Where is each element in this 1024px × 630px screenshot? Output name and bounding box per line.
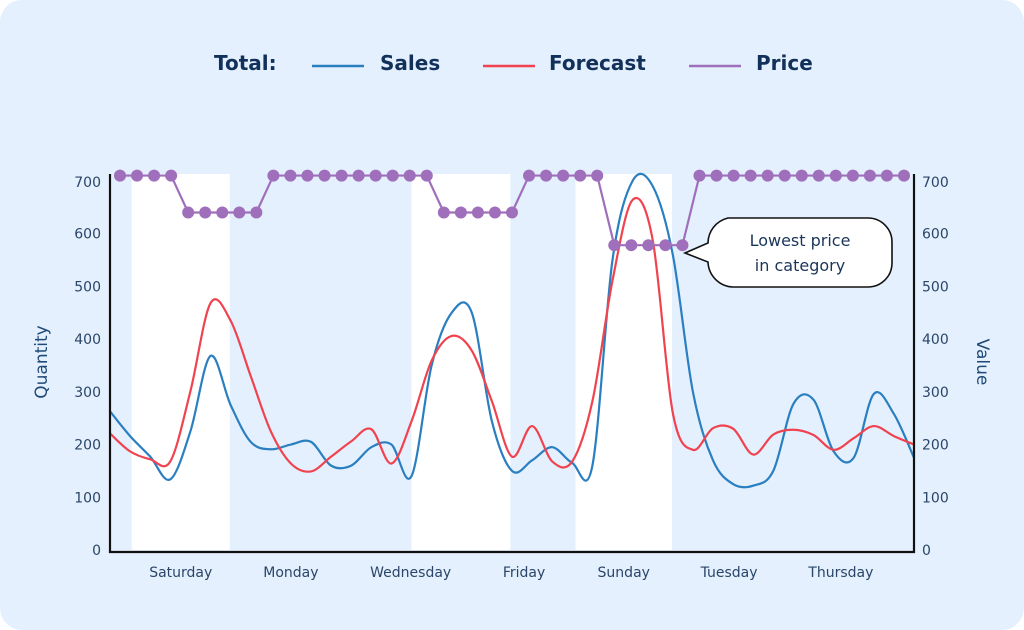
annotation-callout: Lowest price in category — [682, 217, 893, 288]
series-point-price — [880, 169, 893, 182]
legend-prefix: Total: — [214, 51, 277, 75]
series-point-price — [233, 206, 246, 219]
series-point-price — [250, 206, 263, 219]
series-point-price — [506, 206, 518, 219]
series-point-price — [386, 169, 399, 182]
y-tick-label-left: 600 — [74, 227, 101, 243]
series-point-price — [608, 239, 621, 252]
callout-line-1: Lowest price — [750, 231, 851, 250]
series-point-price — [403, 169, 416, 182]
series-point-price — [863, 169, 876, 182]
series-point-price — [267, 169, 280, 182]
series-point-price — [812, 169, 825, 182]
series-point-price — [795, 169, 808, 182]
series-point-price — [557, 169, 570, 182]
x-tick-label: Thursday — [807, 565, 873, 581]
y-tick-label-right: 500 — [922, 279, 949, 295]
y-tick-label-left: 300 — [74, 385, 101, 401]
x-tick-label: Monday — [263, 565, 318, 581]
callout-bubble — [682, 217, 893, 288]
y-axis-label-left: Quantity — [32, 325, 52, 398]
y-tick-label-left: 100 — [74, 490, 101, 506]
y-tick-label-right: 300 — [922, 385, 949, 401]
series-point-price — [898, 169, 910, 182]
series-point-price — [301, 169, 314, 182]
series-point-price — [761, 169, 774, 182]
series-point-price — [693, 169, 706, 182]
series-point-price — [165, 169, 178, 182]
series-point-price — [352, 169, 365, 182]
x-ticks: Saturday Monday Wednesday Friday Sunday Tuesd… — [149, 565, 873, 581]
y-tick-label-left: 500 — [74, 279, 101, 295]
y-ticks-right: 0 100 200 300 400 500 600 700 — [922, 175, 949, 559]
x-tick-label: Sunday — [598, 565, 650, 581]
background-band — [575, 174, 672, 550]
series-point-price — [318, 169, 331, 182]
series-point-price — [676, 239, 689, 252]
series-point-price — [471, 206, 484, 219]
y-tick-label-right: 700 — [922, 175, 949, 191]
y-tick-label-left: 0 — [92, 543, 101, 559]
legend-label-forecast: Forecast — [549, 51, 646, 75]
series-point-price — [625, 239, 638, 252]
series-point-price — [148, 169, 161, 182]
series-point-price — [642, 239, 655, 252]
background-bands — [131, 174, 672, 550]
background-band — [131, 174, 230, 550]
series-point-price — [846, 169, 859, 182]
y-tick-label-right: 200 — [922, 438, 949, 454]
series-point-price — [778, 169, 791, 182]
series-point-price — [420, 169, 433, 182]
x-tick-label: Wednesday — [370, 565, 451, 581]
series-point-price — [540, 169, 553, 182]
series-point-price — [284, 169, 297, 182]
y-tick-label-right: 100 — [922, 490, 949, 506]
series-point-price — [114, 169, 126, 182]
x-tick-label: Saturday — [149, 565, 212, 581]
series-point-price — [335, 169, 348, 182]
series-point-price — [488, 206, 501, 219]
series-point-price — [829, 169, 842, 182]
y-tick-label-left: 700 — [74, 175, 101, 191]
series-point-price — [591, 169, 604, 182]
series-point-price — [727, 169, 740, 182]
series-point-price — [574, 169, 587, 182]
y-ticks-left: 0 100 200 300 400 500 600 700 — [74, 175, 101, 559]
axis-frame — [108, 174, 916, 554]
series-point-price — [437, 206, 450, 219]
series-point-price — [710, 169, 723, 182]
y-tick-label-left: 200 — [74, 438, 101, 454]
series-point-price — [216, 206, 229, 219]
x-tick-label: Friday — [503, 565, 545, 581]
series-layer — [109, 169, 915, 489]
series-point-price — [523, 169, 536, 182]
axes — [108, 174, 916, 554]
series-point-price — [454, 206, 467, 219]
background-band — [411, 174, 511, 550]
series-point-price — [199, 206, 212, 219]
series-point-price — [182, 206, 195, 219]
legend-label-sales: Sales — [380, 51, 440, 75]
y-axis-label-right: Value — [972, 339, 992, 386]
series-point-price — [369, 169, 382, 182]
legend: Total: Sales Forecast Price — [214, 51, 813, 75]
legend-label-price: Price — [756, 51, 813, 75]
y-tick-label-right: 400 — [922, 332, 949, 348]
x-tick-label: Tuesday — [700, 565, 758, 581]
y-tick-label-right: 600 — [922, 227, 949, 243]
series-point-price — [744, 169, 757, 182]
y-tick-label-left: 400 — [74, 332, 101, 348]
series-point-price — [659, 239, 672, 252]
series-point-price — [131, 169, 144, 182]
series-line-forecast — [109, 197, 915, 473]
callout-line-2: in category — [755, 256, 845, 275]
y-tick-label-right: 0 — [922, 543, 931, 559]
series-line-sales — [109, 172, 915, 489]
